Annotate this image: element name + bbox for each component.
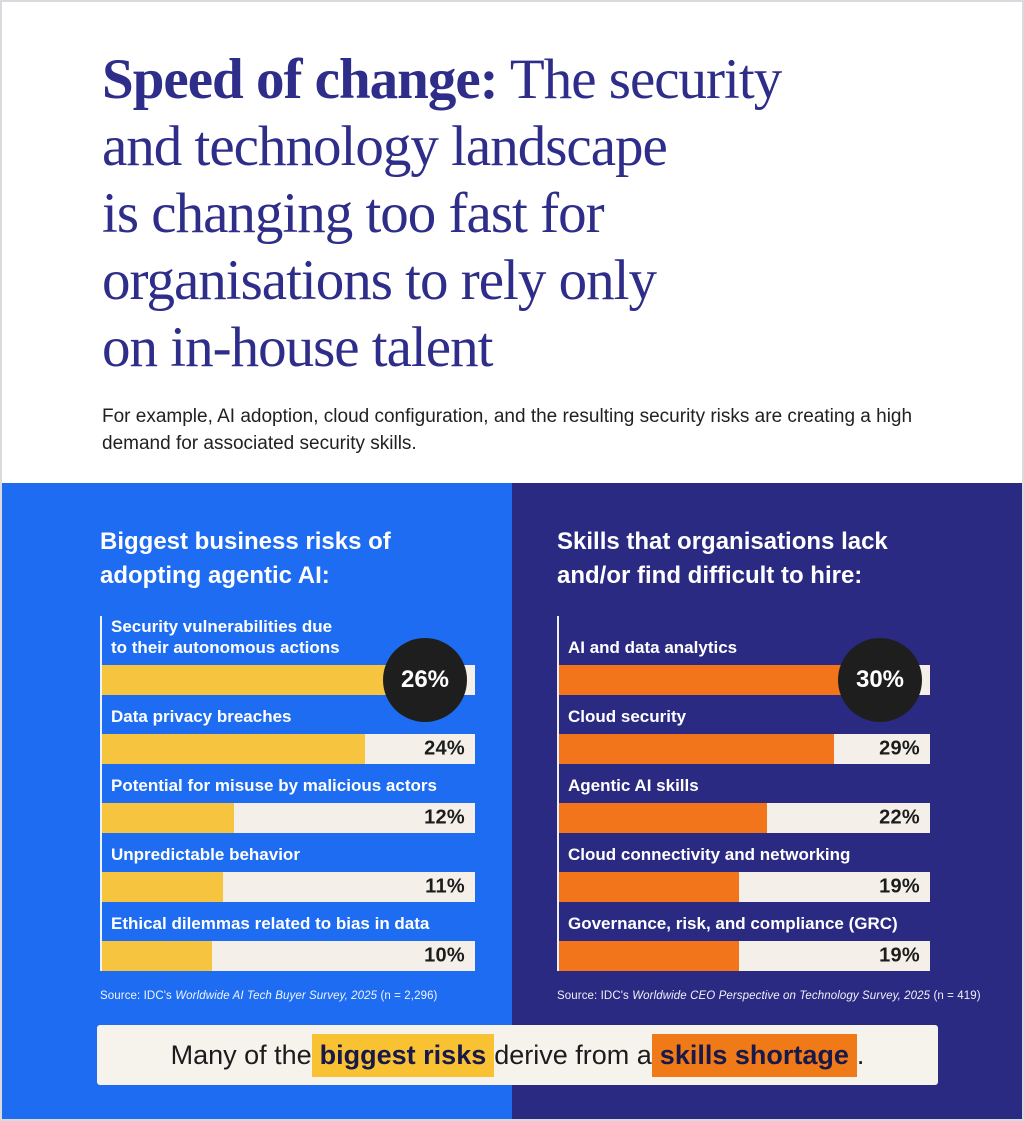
- bar-label: Potential for misuse by malicious actors: [111, 776, 437, 795]
- bar-track: 10%: [102, 941, 475, 971]
- summary-banner: Many of the biggest risks derive from a …: [97, 1025, 938, 1085]
- banner-text: derive from a: [494, 1039, 652, 1070]
- chart-row: Unpredictable behavior 11%: [102, 844, 475, 902]
- skills-source-note: Source: IDC's Worldwide CEO Perspective …: [557, 990, 1022, 1002]
- chart-row: Agentic AI skills 22%: [559, 775, 930, 833]
- chart-row: Cloud connectivity and networking 19%: [559, 844, 930, 902]
- bar-track: 24%: [102, 734, 475, 764]
- bar-label: Governance, risk, and compliance (GRC): [568, 914, 898, 933]
- value-badge: 30%: [838, 638, 922, 722]
- headline-line-3: is changing too fast for: [102, 182, 605, 245]
- source-survey-name: Worldwide AI Tech Buyer Survey, 2025: [175, 990, 378, 1002]
- chart-row: Security vulnerabilities due to their au…: [102, 616, 475, 722]
- source-prefix: Source: IDC's: [100, 990, 176, 1002]
- bar-fill: [102, 941, 212, 971]
- value-badge: 26%: [383, 638, 467, 722]
- bar-track: 19%: [559, 872, 930, 902]
- charts-section: Biggest business risks of adopting agent…: [2, 483, 1022, 1119]
- risks-source-note: Source: IDC's Worldwide AI Tech Buyer Su…: [100, 990, 512, 1002]
- bar-label: Security vulnerabilities due to their au…: [111, 617, 340, 657]
- bar-track: 26%: [102, 638, 475, 722]
- risks-bar-chart: Security vulnerabilities due to their au…: [100, 616, 475, 971]
- highlight-skills-shortage: skills shortage: [651, 1033, 857, 1077]
- bar-fill: [559, 665, 843, 695]
- bar-value: 19%: [879, 944, 920, 967]
- bar-track: 11%: [102, 872, 475, 902]
- bar-value: 29%: [879, 737, 920, 760]
- bar-fill: [102, 872, 223, 902]
- bar-label: Ethical dilemmas related to bias in data: [111, 914, 430, 933]
- banner-text: .: [856, 1039, 865, 1070]
- bar-label: Unpredictable behavior: [111, 845, 300, 864]
- panel-skills: Skills that organisations lack and/or fi…: [512, 483, 1022, 1119]
- chart-row: Potential for misuse by malicious actors…: [102, 775, 475, 833]
- headline-line-2: and technology landscape: [102, 115, 668, 178]
- bar-fill: [559, 941, 739, 971]
- chart-row: Cloud security 29%: [559, 706, 930, 764]
- headline-line-1: Speed of change: The security: [102, 46, 1022, 113]
- header-section: Speed of change: The security and techno…: [2, 2, 1022, 483]
- bar-fill: [102, 665, 388, 695]
- bar-value: 10%: [424, 944, 465, 967]
- chart-row: AI and data analytics 30%: [559, 616, 930, 722]
- source-suffix: (n = 419): [930, 990, 981, 1002]
- bar-value: 19%: [879, 875, 920, 898]
- bar-label: Cloud security: [568, 707, 687, 726]
- chart-row: Ethical dilemmas related to bias in data…: [102, 913, 475, 971]
- subtitle: For example, AI adoption, cloud configur…: [102, 406, 913, 454]
- bar-fill: [559, 734, 834, 764]
- bar-label: Agentic AI skills: [568, 776, 699, 795]
- headline-rest: The security: [497, 48, 782, 111]
- bar-label: AI and data analytics: [568, 638, 738, 657]
- chart-row: Data privacy breaches 24%: [102, 706, 475, 764]
- bar-track: 22%: [559, 803, 930, 833]
- skills-chart-title: Skills that organisations lack and/or fi…: [557, 528, 888, 589]
- chart-row: Governance, risk, and compliance (GRC) 19…: [559, 913, 930, 971]
- banner-text: Many of the: [170, 1039, 312, 1070]
- bar-value: 24%: [424, 737, 465, 760]
- bar-fill: [559, 803, 768, 833]
- bar-track: 30%: [559, 638, 930, 722]
- bar-track: 12%: [102, 803, 475, 833]
- bar-track: 29%: [559, 734, 930, 764]
- headline-line-5: on in-house talent: [102, 316, 493, 379]
- source-survey-name: Worldwide CEO Perspective on Technology …: [632, 990, 931, 1002]
- headline-line-4: organisations to rely only: [102, 249, 657, 312]
- bar-track: 19%: [559, 941, 930, 971]
- risks-chart-title: Biggest business risks of adopting agent…: [100, 528, 391, 589]
- bar-label: Data privacy breaches: [111, 707, 292, 726]
- bar-fill: [102, 803, 234, 833]
- bar-fill: [559, 872, 739, 902]
- headline-bold: Speed of change:: [102, 48, 499, 111]
- bar-value: 12%: [424, 806, 465, 829]
- source-suffix: (n = 2,296): [377, 990, 438, 1002]
- skills-bar-chart: AI and data analytics 30% Cloud security 29…: [557, 616, 930, 971]
- bar-value: 11%: [425, 875, 465, 898]
- bar-value: 22%: [879, 806, 920, 829]
- highlight-biggest-risks: biggest risks: [311, 1033, 495, 1077]
- bar-label: Cloud connectivity and networking: [568, 845, 851, 864]
- source-prefix: Source: IDC's: [557, 990, 633, 1002]
- panel-risks: Biggest business risks of adopting agent…: [2, 483, 512, 1119]
- bar-fill: [102, 734, 366, 764]
- headline: Speed of change: The security and techno…: [102, 46, 1022, 381]
